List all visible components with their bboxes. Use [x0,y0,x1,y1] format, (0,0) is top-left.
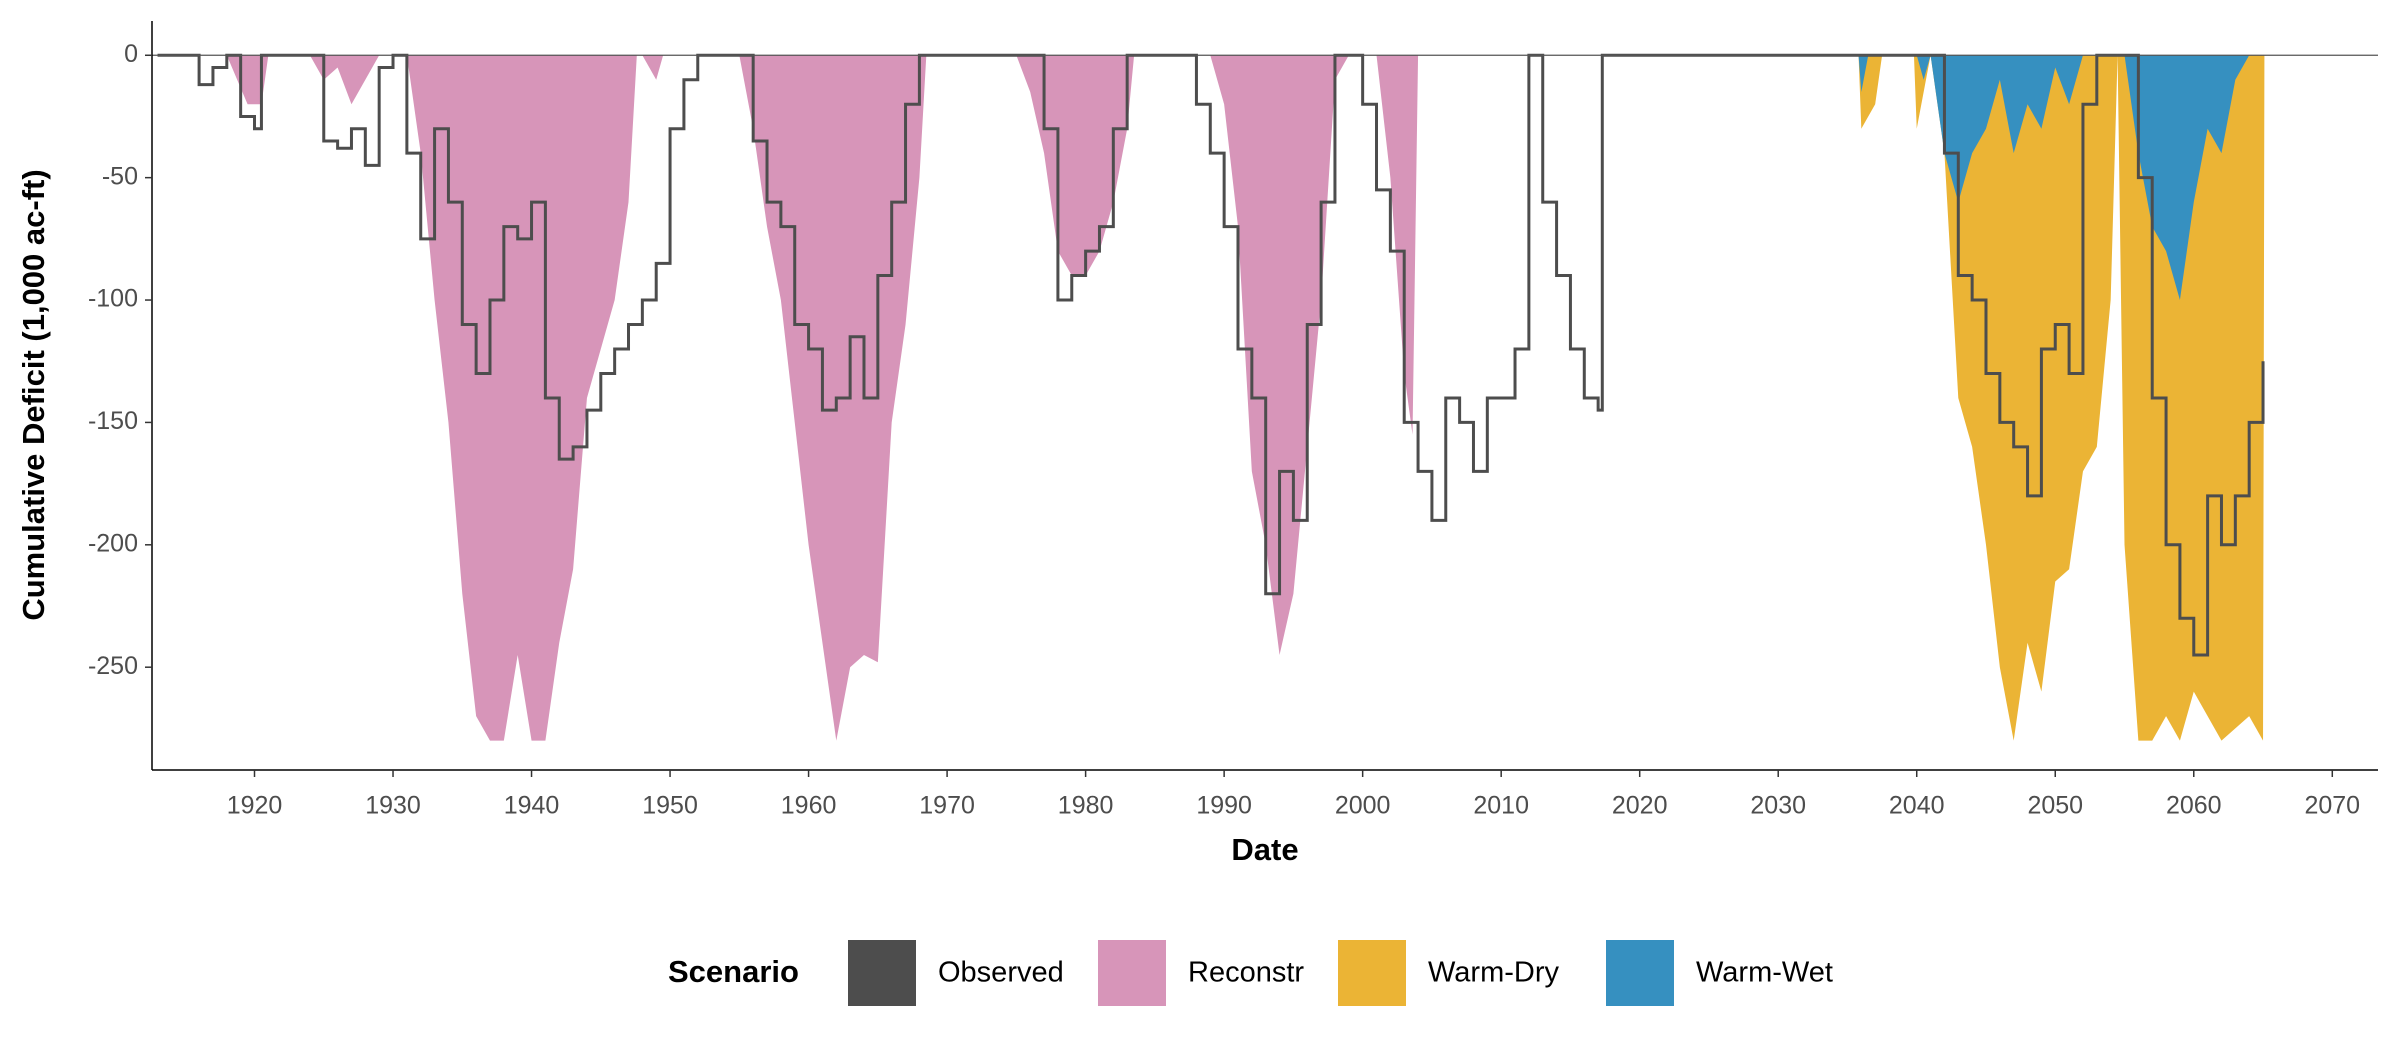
y-tick-label: -200 [88,529,138,557]
x-tick-label: 2060 [2166,792,2222,820]
x-tick-label: 2050 [2027,792,2083,820]
x-axis-title: Date [1231,832,1298,867]
legend-key [1606,940,1674,1006]
legend-key [1338,940,1406,1006]
legend-label: Observed [938,957,1064,989]
line [157,53,2265,657]
area [1858,55,2250,301]
legend-label: Reconstr [1188,957,1304,989]
legend-key [1098,940,1166,1006]
x-tick-label: 1990 [1196,792,1252,820]
y-tick-label: -250 [88,652,138,680]
legend-label: Warm-Wet [1696,957,1833,989]
y-axis-title: Cumulative Deficit (1,000 ac-ft) [16,169,51,620]
y-tick-label: -50 [102,162,138,190]
legend-title: Scenario [668,954,799,989]
plot-area [157,53,2265,741]
x-tick-label: 1920 [227,792,283,820]
x-tick-label: 1960 [781,792,837,820]
x-tick-label: 1930 [365,792,421,820]
x-tick-label: 2000 [1335,792,1391,820]
x-tick-label: 1940 [504,792,560,820]
x-tick-label: 1970 [919,792,975,820]
legend-label: Warm-Dry [1428,957,1559,989]
x-tick-label: 2010 [1473,792,1529,820]
area [157,55,1419,741]
x-tick-label: 1980 [1058,792,1114,820]
x-tick-label: 2030 [1750,792,1806,820]
area [1858,55,2265,741]
y-tick-label: 0 [124,40,138,68]
x-tick-label: 1950 [642,792,698,820]
x-tick-label: 2040 [1889,792,1945,820]
x-tick-label: 2020 [1612,792,1668,820]
y-tick-label: -150 [88,407,138,435]
legend-key [848,940,916,1006]
y-tick-label: -100 [88,285,138,313]
x-tick-label: 2070 [2304,792,2360,820]
